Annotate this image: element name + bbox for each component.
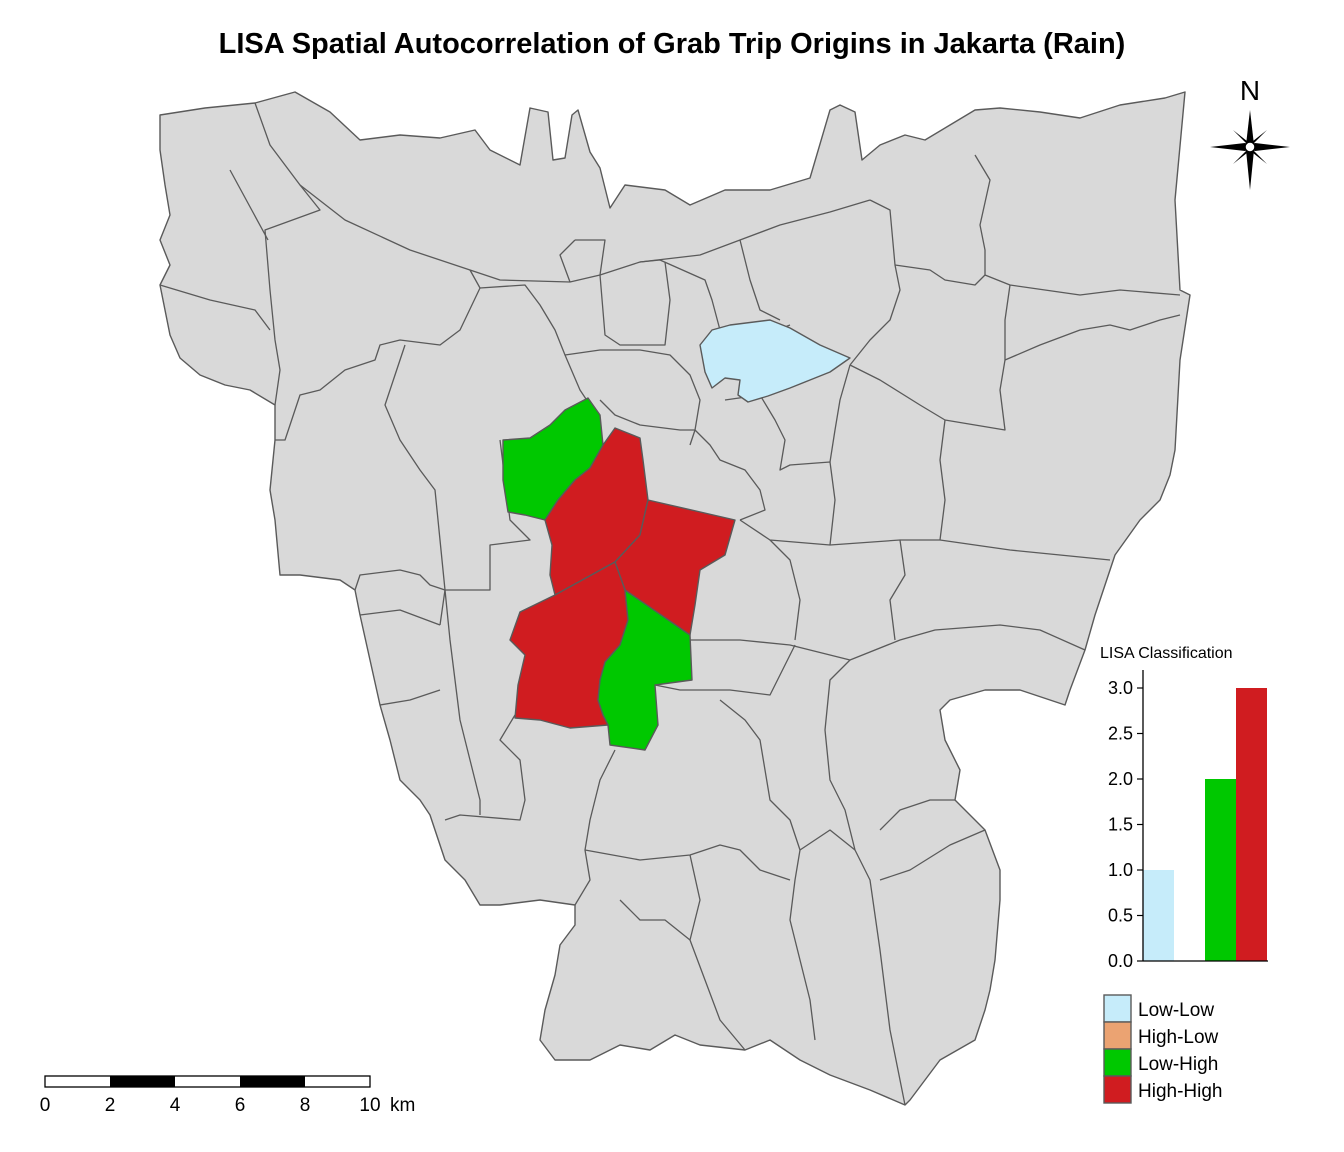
- scale-bar-tick-label: 10: [359, 1095, 380, 1116]
- north-label: N: [1240, 75, 1260, 106]
- chart-y-tick-label: 2.0: [1108, 769, 1133, 789]
- chart-y-tick-label: 2.5: [1108, 724, 1133, 744]
- legend-swatch-high-high: [1103, 1075, 1132, 1104]
- scale-bar-tick-label: 4: [170, 1095, 181, 1116]
- chart-bar-low-high: [1205, 779, 1236, 961]
- compass-rose-icon: [1210, 110, 1290, 190]
- north-arrow: N: [1210, 75, 1290, 190]
- district-boundaries: [159, 102, 1181, 1106]
- scale-bar-tick-label: 0: [40, 1095, 51, 1116]
- district-high-high-2: [614, 499, 736, 636]
- chart-bar-low-low: [1143, 870, 1174, 961]
- legend-label-low-low: Low-Low: [1138, 1000, 1214, 1021]
- scale-bar-tick-label: 8: [300, 1095, 311, 1116]
- district-low-high-2: [597, 589, 693, 751]
- legend: Low-Low High-Low Low-High High-High: [1103, 994, 1222, 1104]
- chart-y-tick-label: 0.0: [1108, 951, 1133, 971]
- legend-label-high-high: High-High: [1138, 1081, 1222, 1102]
- scale-bar-segment: [110, 1076, 175, 1087]
- chart-bars: [1143, 688, 1267, 961]
- scale-bar-frame: [44, 1075, 371, 1088]
- chart-y-tick-label: 3.0: [1108, 678, 1133, 698]
- map-title: LISA Spatial Autocorrelation of Grab Tri…: [218, 28, 1126, 60]
- chart-y-tick-label: 1.5: [1108, 815, 1133, 835]
- district-low-low: [699, 319, 851, 403]
- chart-title: LISA Classification: [1100, 645, 1233, 662]
- scale-bar-tick-label: 2: [105, 1095, 116, 1116]
- legend-swatch-high-low: [1103, 1021, 1132, 1050]
- chart-y-tick-label: 1.0: [1108, 860, 1133, 880]
- scale-bar-segment: [240, 1076, 305, 1087]
- scale-bar-tick-label: 6: [235, 1095, 246, 1116]
- legend-label-high-low: High-Low: [1138, 1027, 1219, 1048]
- chart-y-ticks: 0.0 0.5 1.0 1.5 2.0 2.5 3.0: [1108, 678, 1143, 971]
- scale-bar-unit: km: [390, 1095, 415, 1116]
- scale-bar-labels: 0 2 4 6 8 10 km: [40, 1095, 416, 1116]
- lisa-bar-chart: LISA Classification 0.0 0.5 1.0 1.5 2.0 2.5 3.…: [1100, 645, 1268, 971]
- legend-swatch-low-high: [1103, 1048, 1132, 1077]
- chart-y-tick-label: 0.5: [1108, 906, 1133, 926]
- chart-bar-high-high: [1236, 688, 1267, 961]
- scale-bar: 0 2 4 6 8 10 km: [40, 1075, 416, 1116]
- legend-swatch-low-low: [1103, 994, 1132, 1023]
- legend-label-low-high: Low-High: [1138, 1054, 1218, 1075]
